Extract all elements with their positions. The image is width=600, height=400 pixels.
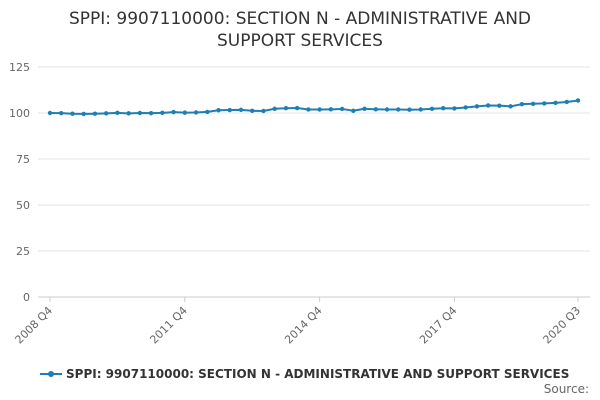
data-point[interactable] xyxy=(452,106,457,111)
data-point[interactable] xyxy=(474,104,480,109)
data-point[interactable] xyxy=(272,106,277,111)
chart-title: SPPI: 9907110000: SECTION N - ADMINISTRA… xyxy=(0,8,600,52)
y-tick-label: 75 xyxy=(16,153,30,166)
y-axis: 0 25 50 75 100 125 xyxy=(9,61,30,304)
data-point[interactable] xyxy=(396,107,401,112)
data-point[interactable] xyxy=(351,108,356,113)
data-point[interactable] xyxy=(429,106,435,111)
data-point[interactable] xyxy=(261,108,266,114)
data-point[interactable] xyxy=(328,107,334,112)
data-point[interactable] xyxy=(362,106,367,111)
x-tick-label: 2011 Q4 xyxy=(147,304,190,347)
data-point[interactable] xyxy=(70,111,75,116)
data-point[interactable] xyxy=(227,107,232,113)
y-tick-label: 0 xyxy=(23,291,30,304)
data-point[interactable] xyxy=(553,100,558,106)
x-tick-label: 2020 Q3 xyxy=(541,304,584,347)
data-point[interactable] xyxy=(384,107,390,112)
data-point[interactable] xyxy=(283,106,289,111)
legend[interactable]: SPPI: 9907110000: SECTION N - ADMINISTRA… xyxy=(40,365,569,383)
data-point[interactable] xyxy=(317,107,322,112)
data-point[interactable] xyxy=(103,111,109,116)
data-point[interactable] xyxy=(339,106,345,112)
y-tick-label: 25 xyxy=(16,245,30,258)
legend-swatch-icon xyxy=(40,369,62,379)
data-point[interactable] xyxy=(306,107,311,112)
data-point[interactable] xyxy=(373,107,378,112)
data-point[interactable] xyxy=(250,108,255,113)
data-point[interactable] xyxy=(59,110,64,116)
y-tick-label: 125 xyxy=(9,61,30,74)
x-tick-label: 2008 Q4 xyxy=(13,304,56,347)
x-tick-label: 2017 Q4 xyxy=(417,304,460,347)
data-point[interactable] xyxy=(92,111,98,116)
data-point[interactable] xyxy=(508,104,513,109)
data-point[interactable] xyxy=(238,107,244,113)
source-label: Source: xyxy=(543,382,589,396)
data-point[interactable] xyxy=(519,101,525,107)
chart-title-line-2: SUPPORT SERVICES xyxy=(217,31,383,51)
data-point[interactable] xyxy=(530,101,536,107)
x-tick-label: 2014 Q4 xyxy=(282,304,325,347)
data-point[interactable] xyxy=(115,110,120,116)
data-point[interactable] xyxy=(497,103,502,108)
data-point[interactable] xyxy=(205,109,210,115)
grid-lines xyxy=(38,66,590,298)
chart-title-line-1: SPPI: 9907110000: SECTION N - ADMINISTRA… xyxy=(68,9,532,29)
data-point[interactable] xyxy=(148,110,154,116)
data-point[interactable] xyxy=(137,110,143,116)
data-point[interactable] xyxy=(193,110,199,115)
series-group xyxy=(47,98,581,117)
data-point[interactable] xyxy=(463,105,468,110)
data-point[interactable] xyxy=(407,107,412,112)
data-point[interactable] xyxy=(575,98,581,103)
data-point[interactable] xyxy=(294,105,300,111)
data-point[interactable] xyxy=(485,103,491,108)
data-point[interactable] xyxy=(47,110,53,116)
data-point[interactable] xyxy=(182,110,188,115)
legend-label: SPPI: 9907110000: SECTION N - ADMINISTRA… xyxy=(66,367,570,381)
data-point[interactable] xyxy=(542,101,547,106)
data-point[interactable] xyxy=(81,111,86,117)
y-tick-label: 100 xyxy=(9,107,30,120)
data-point[interactable] xyxy=(564,99,569,105)
data-point[interactable] xyxy=(126,111,131,116)
data-point[interactable] xyxy=(160,110,165,116)
data-point[interactable] xyxy=(418,107,423,112)
data-point[interactable] xyxy=(171,109,176,115)
x-axis: 2008 Q4 2011 Q4 2014 Q4 2017 Q4 2020 Q3 xyxy=(13,296,590,347)
y-tick-label: 50 xyxy=(16,199,30,212)
data-point[interactable] xyxy=(216,108,221,113)
data-point[interactable] xyxy=(440,106,446,111)
